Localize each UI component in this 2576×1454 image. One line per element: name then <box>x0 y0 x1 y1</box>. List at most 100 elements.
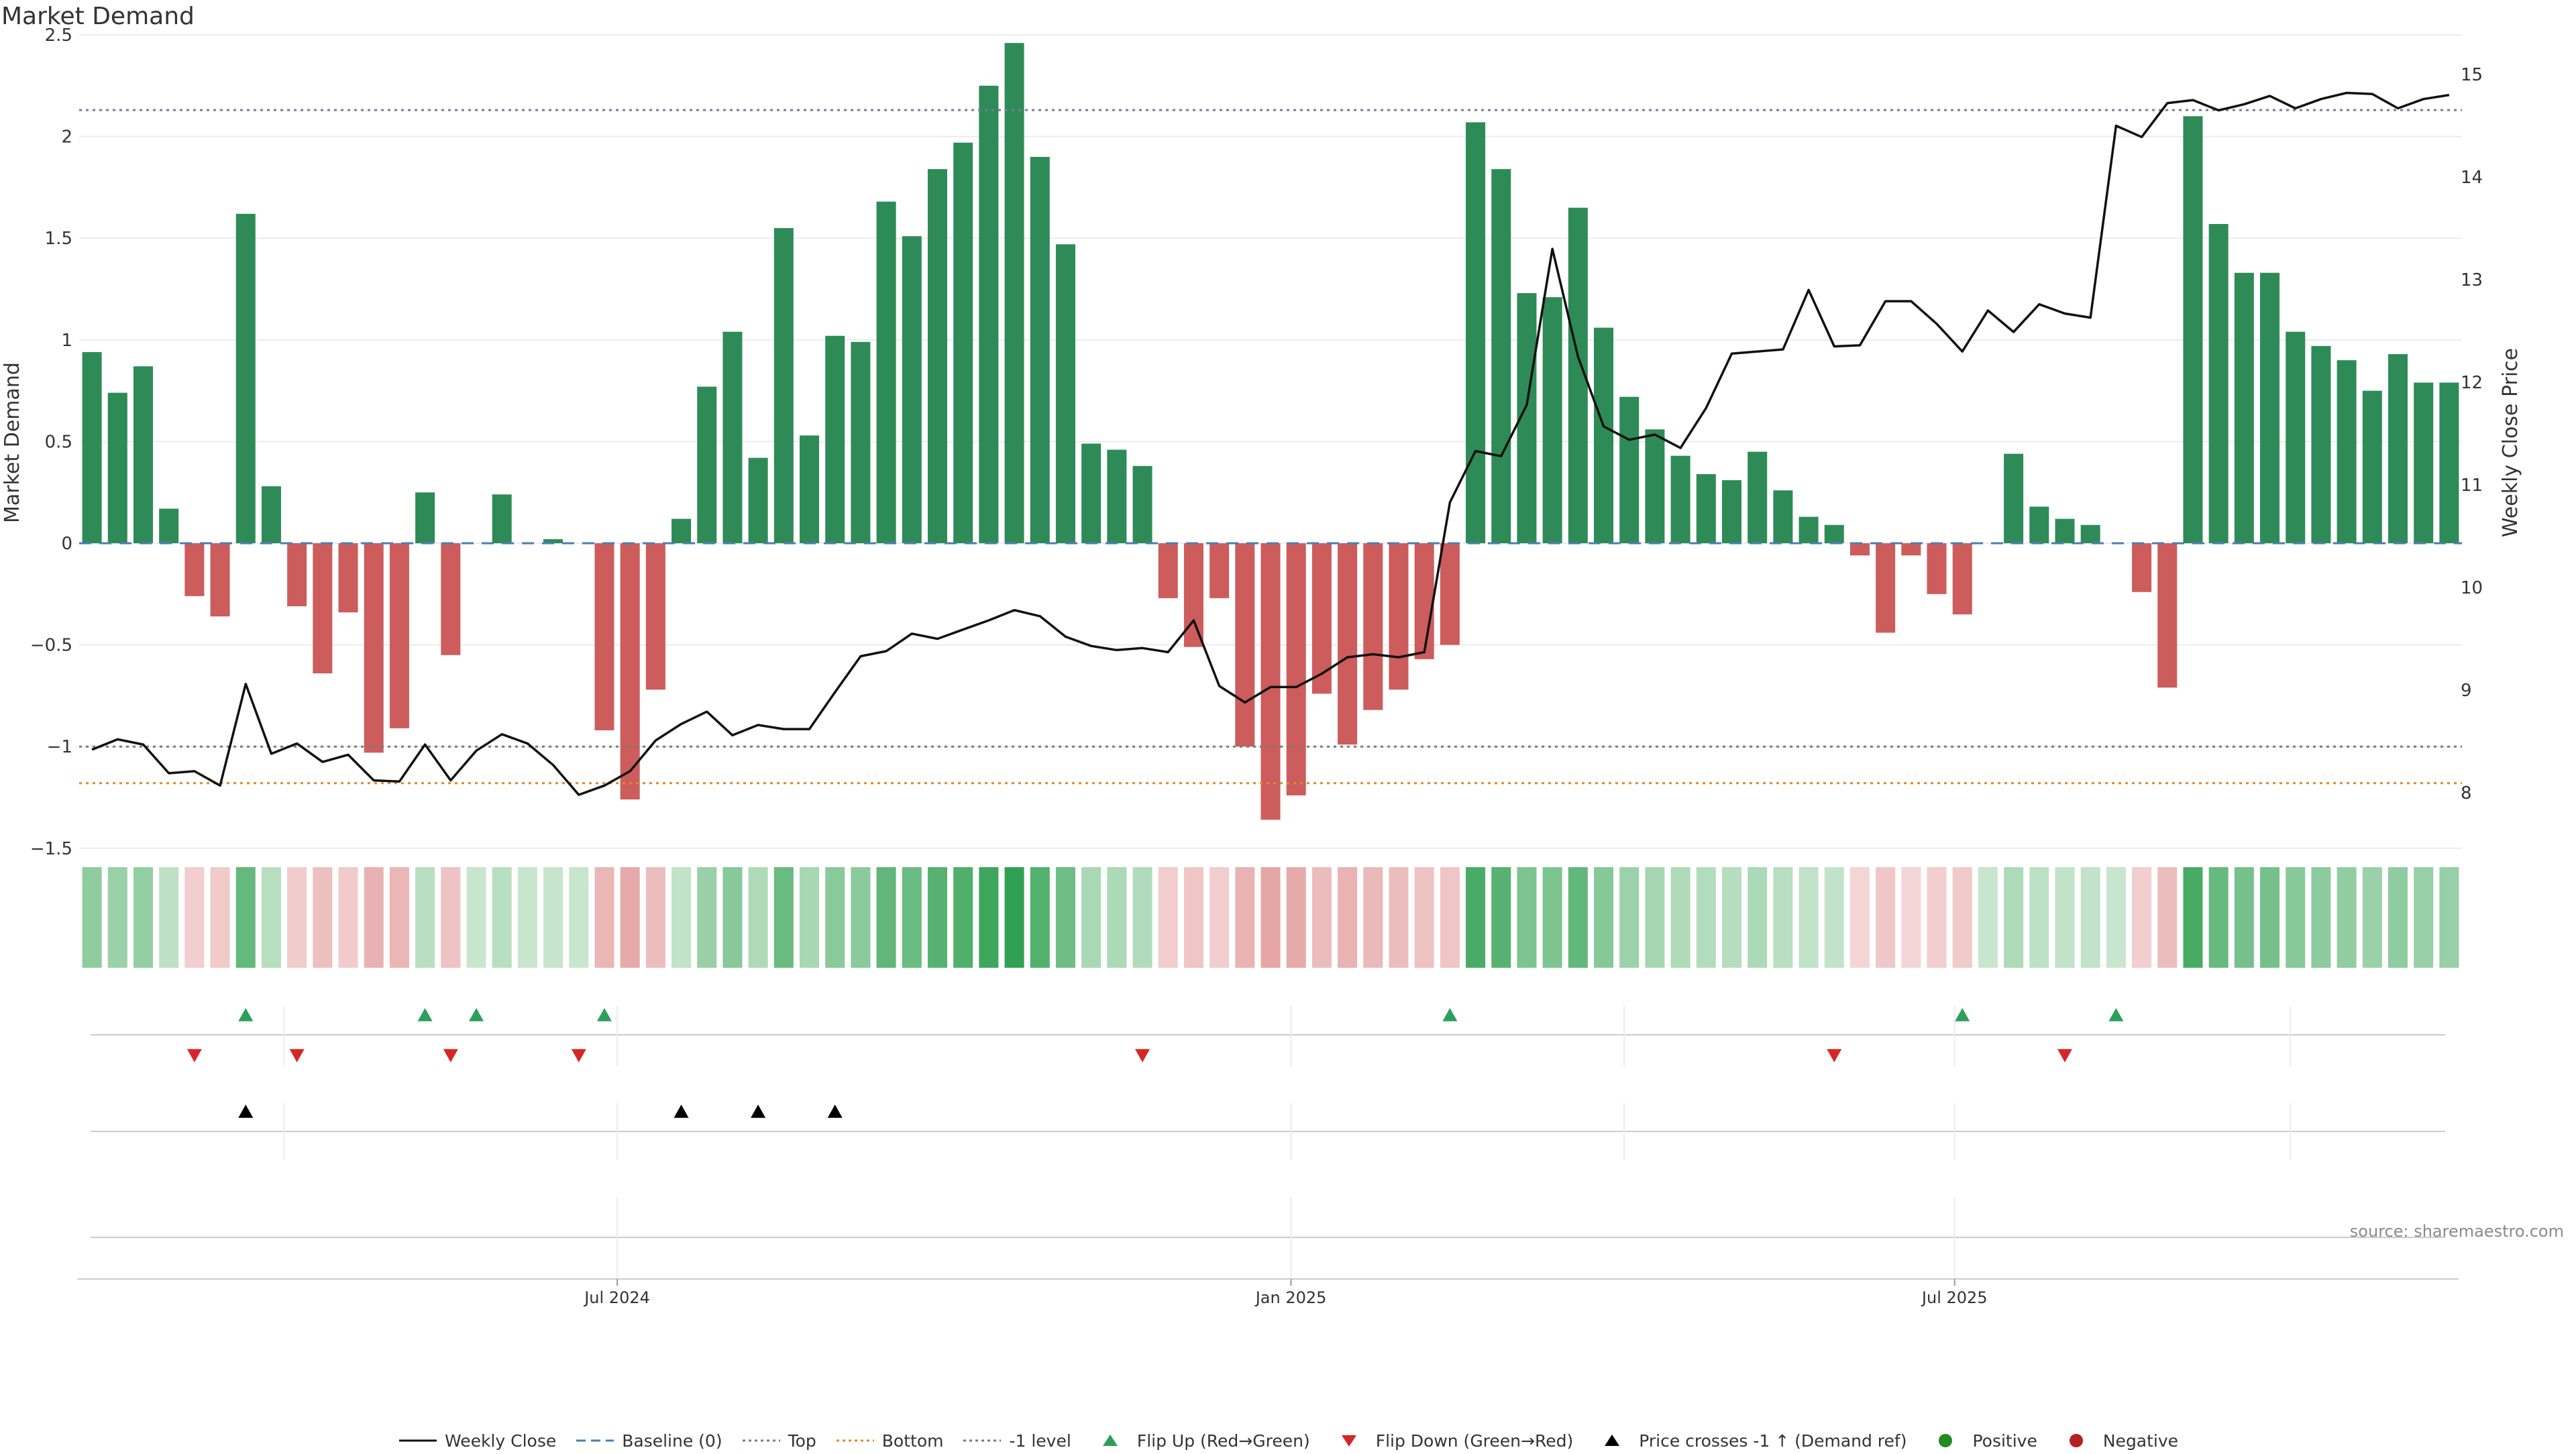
price-cross-marker <box>751 1105 766 1118</box>
heat-cell <box>2029 867 2049 968</box>
legend-item: Price crosses -1 ↑ (Demand ref) <box>1592 1431 1907 1451</box>
heat-cell <box>1183 867 1203 968</box>
legend-item: Baseline (0) <box>575 1431 722 1451</box>
demand-bar <box>210 543 230 617</box>
y-tick-label: 0.5 <box>45 432 72 452</box>
x-tick-label: Jul 2024 <box>583 1288 650 1307</box>
demand-bar <box>389 543 409 728</box>
heat-cell <box>415 867 435 968</box>
heat-cell <box>1876 867 1896 968</box>
demand-bar <box>364 543 384 753</box>
heat-cell <box>1696 867 1716 968</box>
price-cross-marker <box>238 1105 254 1118</box>
demand-bar <box>2080 524 2100 543</box>
demand-bar <box>800 435 820 543</box>
x-tick-label: Jul 2025 <box>1921 1288 1988 1307</box>
flip-down-marker <box>1135 1049 1150 1062</box>
heat-cell <box>364 867 384 968</box>
demand-bar <box>184 543 205 596</box>
demand-bar <box>2337 360 2357 543</box>
heat-cell <box>645 867 665 968</box>
heat-cell <box>2311 867 2331 968</box>
heat-cell <box>1824 867 1844 968</box>
heat-cell <box>979 867 999 968</box>
heat-cell <box>210 867 230 968</box>
heat-cell <box>2388 867 2408 968</box>
heat-cell <box>261 867 281 968</box>
demand-bar <box>2157 543 2178 688</box>
heat-cell <box>1260 867 1281 968</box>
heat-cell <box>2234 867 2254 968</box>
heat-cell <box>927 867 947 968</box>
heat-cell <box>1414 867 1434 968</box>
demand-bar <box>235 213 256 543</box>
heat-cell <box>82 867 102 968</box>
legend-label: Negative <box>2102 1431 2179 1451</box>
demand-bar <box>1927 543 1947 594</box>
demand-bar <box>107 392 127 543</box>
legend-item: Flip Up (Red→Green) <box>1090 1431 1310 1451</box>
demand-bar <box>851 341 871 543</box>
demand-bar <box>1491 169 1511 543</box>
demand-bar <box>1210 543 1230 598</box>
heat-cell <box>107 867 127 968</box>
heat-cell <box>1849 867 1870 968</box>
heat-cell <box>389 867 409 968</box>
demand-bar <box>1030 156 1050 544</box>
heat-cell <box>1081 867 1102 968</box>
demand-bar <box>2183 116 2203 543</box>
heat-cell <box>1363 867 1383 968</box>
legend-label: -1 level <box>1009 1431 1071 1451</box>
legend-item: -1 level <box>962 1431 1071 1451</box>
heat-cell <box>876 867 896 968</box>
demand-bar <box>2132 543 2152 592</box>
demand-bar <box>1286 543 1306 795</box>
demand-bar <box>1619 396 1640 543</box>
demand-bar <box>2286 331 2306 543</box>
heat-cell <box>1901 867 1921 968</box>
demand-bar <box>1235 543 1255 747</box>
heat-cell <box>2157 867 2178 968</box>
price-cross-marker <box>674 1105 689 1118</box>
flip-down-marker <box>289 1049 305 1062</box>
heat-cell <box>2080 867 2100 968</box>
demand-bar <box>1311 543 1332 694</box>
demand-bar <box>338 543 358 613</box>
legend-key-icon <box>1939 1434 1953 1447</box>
demand-bar <box>1132 465 1152 543</box>
heat-cell <box>1927 867 1947 968</box>
demand-bar <box>979 85 999 544</box>
demand-bar <box>876 201 896 543</box>
flip-up-marker <box>238 1008 254 1021</box>
heat-cell <box>159 867 179 968</box>
y2-tick-label: 9 <box>2461 681 2472 701</box>
heat-cell <box>133 867 153 968</box>
heat-cell <box>2260 867 2280 968</box>
demand-bar <box>2029 506 2049 543</box>
heat-cell <box>773 867 794 968</box>
legend-key-icon <box>742 1439 780 1442</box>
y2-tick-label: 12 <box>2461 373 2483 393</box>
heat-cell <box>2439 867 2459 968</box>
y2-tick-label: 11 <box>2461 476 2483 496</box>
demand-bar <box>543 539 564 543</box>
demand-bar <box>2234 272 2254 543</box>
legend-label: Bottom <box>881 1431 944 1451</box>
legend-item: Negative <box>2056 1431 2178 1451</box>
y-tick-label: 1 <box>61 331 72 351</box>
y2-tick-label: 10 <box>2461 578 2483 598</box>
heat-cell <box>184 867 205 968</box>
heat-cell <box>1952 867 1972 968</box>
heat-cell <box>2337 867 2357 968</box>
heat-cell <box>1748 867 1768 968</box>
legend-item: Weekly Close <box>398 1431 556 1451</box>
legend-key-icon <box>398 1439 437 1442</box>
demand-bar <box>953 142 973 544</box>
flip-down-marker <box>1827 1049 1842 1062</box>
demand-bar <box>1183 543 1203 647</box>
demand-bar <box>1670 455 1690 543</box>
demand-bar <box>415 492 435 543</box>
heat-cell <box>1338 867 1358 968</box>
demand-bar <box>441 543 461 655</box>
demand-bar <box>1645 429 1665 543</box>
